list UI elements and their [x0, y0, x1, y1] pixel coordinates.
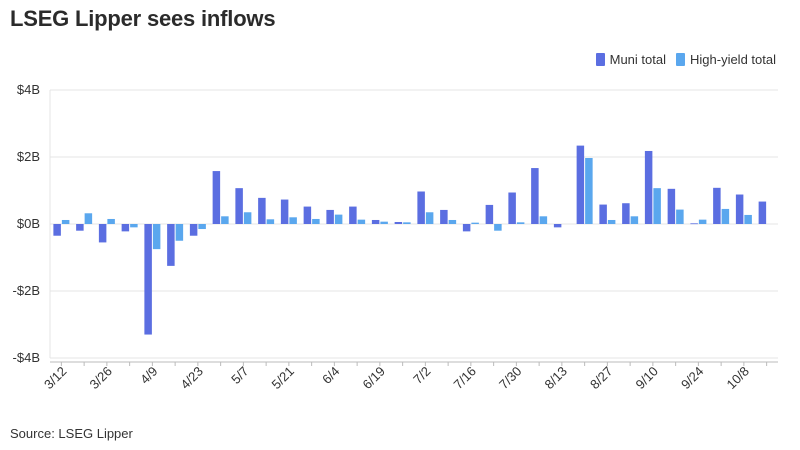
muni-bar — [553, 224, 562, 228]
muni-bar — [485, 204, 494, 224]
muni-bar — [144, 224, 152, 335]
x-tick-label: 3/12 — [41, 364, 70, 393]
muni-bar — [735, 194, 744, 224]
high-yield-bar — [152, 224, 161, 250]
muni-bar — [371, 219, 380, 224]
legend-swatch-muni — [595, 53, 605, 66]
muni-bar — [576, 145, 585, 224]
x-tick-label: 8/27 — [587, 364, 616, 393]
muni-bar — [508, 192, 516, 224]
x-tick-label: 7/16 — [450, 364, 479, 393]
high-yield-bar — [266, 219, 275, 224]
legend-item-muni: Muni total — [595, 52, 666, 67]
muni-bar — [349, 206, 357, 224]
muni-bar — [622, 203, 630, 224]
muni-bar — [758, 201, 767, 224]
muni-bar — [235, 188, 243, 224]
high-yield-bar — [175, 224, 184, 241]
muni-bar — [326, 209, 334, 224]
y-tick-label: -$2B — [13, 283, 40, 298]
muni-bar — [599, 204, 607, 224]
x-tick-label: 4/23 — [177, 364, 206, 393]
high-yield-bar — [61, 219, 70, 224]
x-tick-label: 10/8 — [723, 364, 752, 393]
x-tick-label: 9/10 — [632, 364, 661, 393]
muni-bar — [531, 168, 539, 224]
high-yield-bar — [312, 218, 320, 224]
muni-bar — [189, 224, 198, 236]
high-yield-bar — [221, 216, 229, 224]
y-tick-label: -$4B — [13, 350, 40, 365]
high-yield-bar — [130, 224, 138, 228]
x-tick-label: 8/13 — [541, 364, 570, 393]
high-yield-bar — [494, 224, 502, 231]
x-tick-label: 3/26 — [86, 364, 115, 393]
high-yield-bar — [84, 213, 93, 224]
high-yield-bar — [607, 219, 616, 224]
high-yield-bar — [676, 209, 684, 224]
x-tick-label: 7/2 — [410, 364, 433, 387]
muni-bar — [394, 221, 403, 224]
muni-bar — [258, 197, 266, 224]
muni-bar — [303, 206, 312, 224]
high-yield-bar — [380, 221, 388, 224]
high-yield-bar — [243, 212, 252, 224]
high-yield-bar — [516, 222, 525, 224]
high-yield-bar — [471, 222, 479, 224]
muni-bar — [76, 224, 84, 231]
high-yield-bar — [698, 219, 707, 224]
y-tick-label: $2B — [17, 149, 40, 164]
x-tick-label: 6/19 — [359, 364, 388, 393]
high-yield-bar — [630, 216, 639, 224]
legend-item-high-yield: High-yield total — [676, 52, 776, 67]
x-tick-label: 6/4 — [319, 364, 342, 387]
high-yield-bar — [744, 214, 752, 224]
muni-bar — [167, 224, 175, 266]
high-yield-bar — [425, 212, 434, 224]
high-yield-bar — [357, 219, 366, 224]
muni-bar — [53, 224, 61, 236]
high-yield-bar — [539, 216, 548, 224]
high-yield-bar — [585, 158, 593, 224]
muni-bar — [212, 171, 221, 224]
legend: Muni total High-yield total — [595, 52, 776, 67]
muni-bar — [713, 187, 721, 224]
muni-bar — [462, 224, 471, 232]
muni-bar — [644, 150, 653, 224]
high-yield-bar — [448, 219, 457, 224]
source-note: Source: LSEG Lipper — [10, 426, 133, 441]
high-yield-bar — [653, 188, 661, 224]
x-tick-label: 9/24 — [678, 364, 707, 393]
x-tick-label: 4/9 — [137, 364, 160, 387]
y-tick-label: $0B — [17, 216, 40, 231]
high-yield-bar — [721, 208, 730, 224]
muni-bar — [121, 224, 130, 232]
muni-bar — [417, 191, 425, 224]
x-tick-label: 5/21 — [268, 364, 297, 393]
muni-bar — [667, 188, 676, 224]
high-yield-bar — [198, 224, 206, 230]
legend-label-high-yield: High-yield total — [690, 52, 776, 67]
legend-label-muni: Muni total — [609, 52, 666, 67]
x-tick-label: 5/7 — [228, 364, 251, 387]
y-tick-label: $4B — [17, 82, 40, 97]
legend-swatch-high-yield — [676, 53, 685, 66]
muni-bar — [440, 209, 448, 224]
chart-title: LSEG Lipper sees inflows — [10, 6, 276, 31]
muni-bar — [280, 199, 289, 224]
muni-bar — [690, 223, 698, 225]
x-tick-label: 7/30 — [496, 364, 525, 393]
muni-bar — [98, 224, 107, 243]
high-yield-bar — [403, 222, 411, 224]
high-yield-bar — [289, 217, 297, 224]
high-yield-bar — [107, 218, 115, 224]
high-yield-bar — [334, 214, 343, 224]
